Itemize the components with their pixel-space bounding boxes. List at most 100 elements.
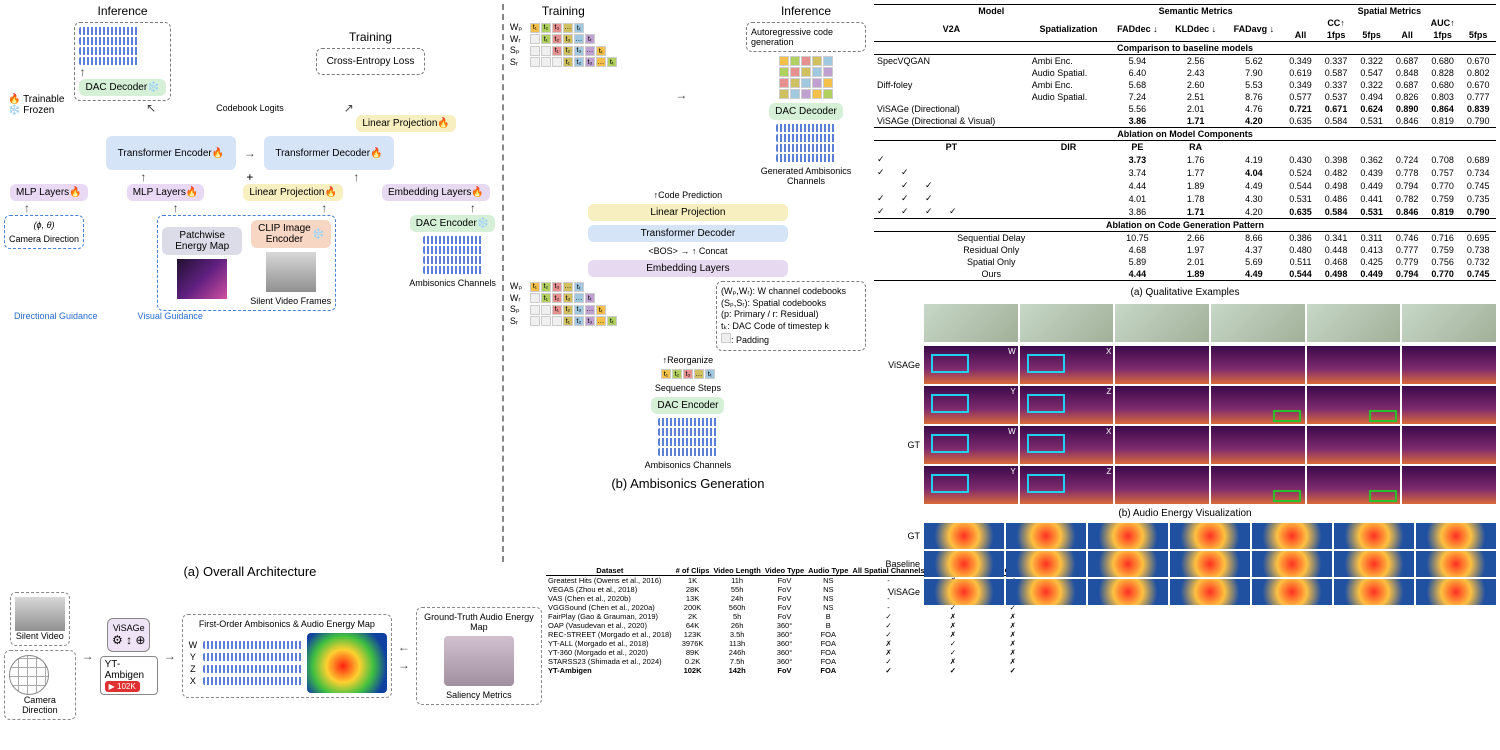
training-label-b: Training (542, 4, 585, 18)
reorganize-label: ↑Reorganize (663, 355, 714, 365)
ambisonics-label-a: Ambisonics Channels (409, 278, 496, 288)
pipeline-figure: Silent Video Camera Direction → ViSAGe ⚙… (4, 566, 542, 746)
code-grid-bottom: Wₚt₁t₂t₃…tₜWᵣt₁t₂t₃…tₜSₚt₁t₂t₃…tₜSᵣt₁t₂t… (510, 281, 617, 326)
energy-cell (1088, 523, 1168, 549)
energy-cell (1416, 523, 1496, 549)
qual-spec-grid: ViSAGeWX YZGTWX YZ (874, 346, 1496, 504)
linear-proj-b: Linear Projection (588, 204, 788, 221)
globe-icon (9, 655, 49, 695)
spectrogram (1307, 346, 1401, 384)
spectrogram: W (924, 346, 1018, 384)
qual-title-b: (b) Audio Energy Visualization (874, 508, 1496, 519)
architecture-panel-b: Training Wₚt₁t₂t₃…tₜWᵣt₁t₂t₃…tₜSₚt₁t₂t₃…… (510, 4, 866, 562)
energy-cell (1170, 551, 1250, 577)
mlp-block-1: MLP Layers 🔥 (10, 184, 88, 201)
gt-energy-title: Ground-Truth Audio Energy Map (421, 612, 537, 632)
arrow-left-icon: ← (398, 640, 410, 654)
arrow-up-icon: ↑ (79, 65, 165, 79)
camera-math: (ϕ, θ) (34, 220, 55, 230)
foa-title: First-Order Ambisonics & Audio Energy Ma… (199, 619, 375, 629)
arrow-up-icon: ↑ (321, 201, 327, 215)
energy-cell (1252, 579, 1332, 605)
camera-direction-box: Camera Direction (4, 650, 76, 720)
gt-energy-box: Ground-Truth Audio Energy Map Saliency M… (416, 607, 542, 705)
spectrogram (1115, 466, 1209, 504)
arrow-icon: ↗ (344, 101, 354, 115)
inference-label: Inference (98, 4, 148, 18)
metrics-table: ModelSemantic MetricsSpatial Metrics V2A… (874, 4, 1496, 283)
clip-block: CLIP Image Encoder ❄️ (251, 220, 331, 248)
spectrogram (1402, 426, 1496, 464)
autoreg-box: Autoregressive code generation (746, 22, 866, 52)
saliency-label: Saliency Metrics (446, 690, 512, 700)
energy-cell (1334, 579, 1414, 605)
spectrogram: Z (1020, 386, 1114, 424)
directional-guidance-box: (ϕ, θ) Camera Direction (4, 215, 84, 249)
video-thumb (266, 252, 316, 292)
panel-divider (502, 4, 504, 562)
arrow-icon: ↖ (146, 101, 156, 115)
training-label: Training (349, 30, 392, 44)
energy-cell (1416, 579, 1496, 605)
vis-guidance-label: Visual Guidance (138, 311, 203, 321)
arrow-right-icon: → (244, 146, 256, 160)
transformer-encoder-block: Transformer Encoder 🔥 (106, 136, 236, 170)
arrow-up-icon: ↑ (24, 201, 30, 215)
energy-cell (1252, 551, 1332, 577)
spectrogram (1307, 426, 1401, 464)
energy-vis-grid: GTBaselineViSAGe (874, 521, 1496, 605)
energy-cell (924, 523, 1004, 549)
inference-box: ↑ DAC Decoder ❄️ (74, 22, 170, 101)
fire-icon: 🔥 (8, 94, 20, 105)
code-grid-top: Wₚt₁t₂t₃…tₜWᵣt₁t₂t₃…tₜSₚt₁t₂t₃…tₜSᵣt₁t₂t… (510, 22, 617, 67)
dac-encoder-b: DAC Encoder (651, 397, 724, 414)
foa-output-box: First-Order Ambisonics & Audio Energy Ma… (182, 614, 392, 698)
spectrogram (1211, 386, 1305, 424)
qual-thumb (1115, 304, 1209, 342)
datasets-table-wrap: Dataset# of ClipsVideo LengthVideo TypeA… (546, 566, 866, 746)
mlp-block-2: MLP Layers 🔥 (127, 184, 205, 201)
caption-a: (a) Overall Architecture (4, 564, 496, 579)
energy-cell (924, 579, 1004, 605)
caption-b: (b) Ambisonics Generation (611, 476, 764, 491)
ambisonics-label-b: Ambisonics Channels (645, 460, 732, 470)
qual-thumb-row (874, 304, 1496, 342)
bos-concat: <BOS> → ↑ Concat (648, 246, 727, 256)
arrow-right-icon: → (675, 88, 687, 102)
spectrogram (1307, 386, 1401, 424)
spectrogram (1307, 466, 1401, 504)
code-grid-gen (779, 56, 833, 99)
arrow-right-icon: → (164, 649, 176, 663)
spectrogram (1115, 346, 1209, 384)
arrow-up-icon: ↑ (353, 170, 359, 184)
yt-ambigen-box: YT-Ambigen ▶ 102K (100, 656, 158, 695)
qual-thumb (1307, 304, 1401, 342)
spectrogram (1115, 386, 1209, 424)
arrow-right-icon: → (398, 658, 410, 672)
qual-title-a: (a) Qualitative Examples (874, 287, 1496, 298)
spectrogram (1211, 426, 1305, 464)
sequence-strip: t₁t₂t₃…tₜ (661, 369, 715, 379)
arrow-up-icon: ↑ (140, 170, 146, 184)
visage-module: ViSAGe ⚙ ↕ ⊕ (107, 618, 150, 652)
spectrogram: Z (1020, 466, 1114, 504)
energy-cell (1006, 551, 1086, 577)
arrow-up-icon: ↑ (173, 201, 179, 215)
energy-cell (924, 551, 1004, 577)
energy-cell (1416, 551, 1496, 577)
plus-node: + (246, 170, 253, 184)
code-prediction-label: ↑Code Prediction (654, 190, 723, 200)
snow-icon: ❄️ (8, 105, 20, 116)
inference-label-b: Inference (781, 4, 831, 18)
energy-cell (1170, 523, 1250, 549)
energy-cell (1088, 579, 1168, 605)
legend: 🔥 Trainable ❄️ Frozen (8, 94, 64, 116)
energy-cell (1334, 523, 1414, 549)
energy-map (307, 633, 387, 693)
codebook-logits-label: Codebook Logits (216, 103, 284, 113)
energy-cell (1088, 551, 1168, 577)
legend-box: (Wₚ,Wᵣ): W channel codebooks (Sₚ,Sᵣ): Sp… (716, 281, 866, 351)
transformer-decoder-block: Transformer Decoder 🔥 (264, 136, 394, 170)
visual-guidance-box: Patchwise Energy Map CLIP Image Encoder … (157, 215, 336, 311)
spectrogram: X (1020, 346, 1114, 384)
